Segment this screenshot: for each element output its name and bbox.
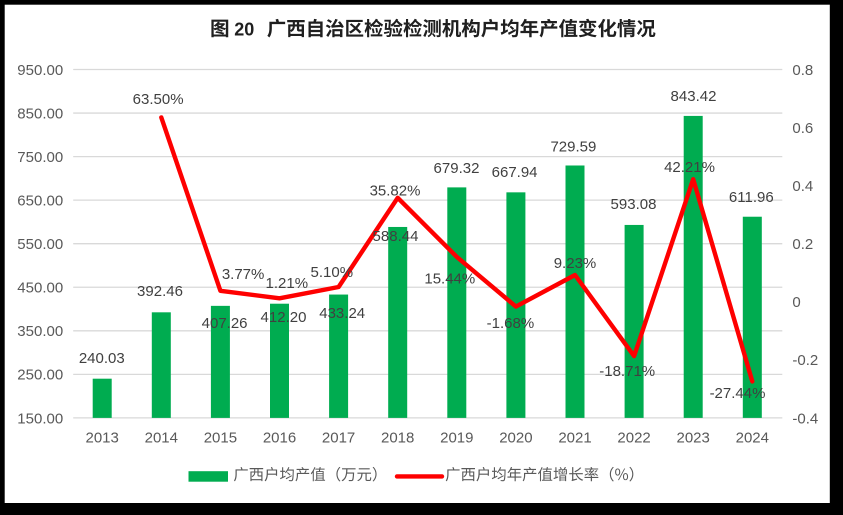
svg-text:-1.68%: -1.68%	[487, 315, 535, 332]
svg-text:250.00: 250.00	[17, 367, 63, 384]
svg-text:412.20: 412.20	[261, 309, 307, 326]
svg-text:450.00: 450.00	[17, 280, 63, 297]
svg-text:2019: 2019	[440, 429, 473, 446]
svg-text:42.21%: 42.21%	[664, 159, 715, 176]
svg-text:20: 20	[234, 20, 254, 40]
svg-text:9.23%: 9.23%	[554, 255, 597, 272]
svg-text:2015: 2015	[204, 429, 237, 446]
svg-text:729.59: 729.59	[550, 139, 596, 156]
svg-text:650.00: 650.00	[17, 193, 63, 210]
svg-text:679.32: 679.32	[434, 160, 480, 177]
svg-text:2013: 2013	[86, 429, 119, 446]
svg-text:667.94: 667.94	[492, 164, 538, 181]
svg-text:-0.4: -0.4	[792, 410, 818, 427]
svg-text:588.44: 588.44	[373, 228, 419, 245]
svg-text:2022: 2022	[617, 429, 650, 446]
svg-text:593.08: 593.08	[611, 196, 657, 213]
svg-text:2017: 2017	[322, 429, 355, 446]
svg-text:0.4: 0.4	[792, 178, 813, 195]
svg-text:433.24: 433.24	[319, 305, 365, 322]
svg-text:0: 0	[792, 294, 800, 311]
svg-text:0.8: 0.8	[792, 62, 813, 79]
svg-text:240.03: 240.03	[79, 350, 125, 367]
svg-text:750.00: 750.00	[17, 149, 63, 166]
svg-text:350.00: 350.00	[17, 323, 63, 340]
svg-text:950.00: 950.00	[17, 62, 63, 79]
svg-text:3.77%: 3.77%	[222, 266, 265, 283]
svg-text:2023: 2023	[677, 429, 710, 446]
svg-text:407.26: 407.26	[202, 315, 248, 332]
svg-text:35.82%: 35.82%	[370, 182, 421, 199]
svg-text:15.44%: 15.44%	[424, 270, 475, 287]
svg-text:0.2: 0.2	[792, 236, 813, 253]
svg-text:-27.44%: -27.44%	[710, 385, 766, 402]
svg-text:1.21%: 1.21%	[266, 275, 309, 292]
svg-text:-18.71%: -18.71%	[599, 363, 655, 380]
svg-text:2020: 2020	[499, 429, 532, 446]
svg-text:550.00: 550.00	[17, 236, 63, 253]
svg-text:0.6: 0.6	[792, 120, 813, 137]
svg-text:2021: 2021	[558, 429, 591, 446]
svg-text:2018: 2018	[381, 429, 414, 446]
svg-text:611.96: 611.96	[729, 189, 774, 206]
svg-text:2024: 2024	[736, 429, 769, 446]
svg-text:2016: 2016	[263, 429, 296, 446]
svg-text:843.42: 843.42	[671, 88, 717, 105]
svg-text:2014: 2014	[145, 429, 178, 446]
svg-text:850.00: 850.00	[17, 106, 63, 123]
svg-text:392.46: 392.46	[137, 283, 183, 300]
svg-text:-0.2: -0.2	[792, 352, 818, 369]
svg-text:63.50%: 63.50%	[133, 91, 184, 108]
svg-text:5.10%: 5.10%	[311, 264, 354, 281]
svg-text:150.00: 150.00	[17, 410, 63, 427]
